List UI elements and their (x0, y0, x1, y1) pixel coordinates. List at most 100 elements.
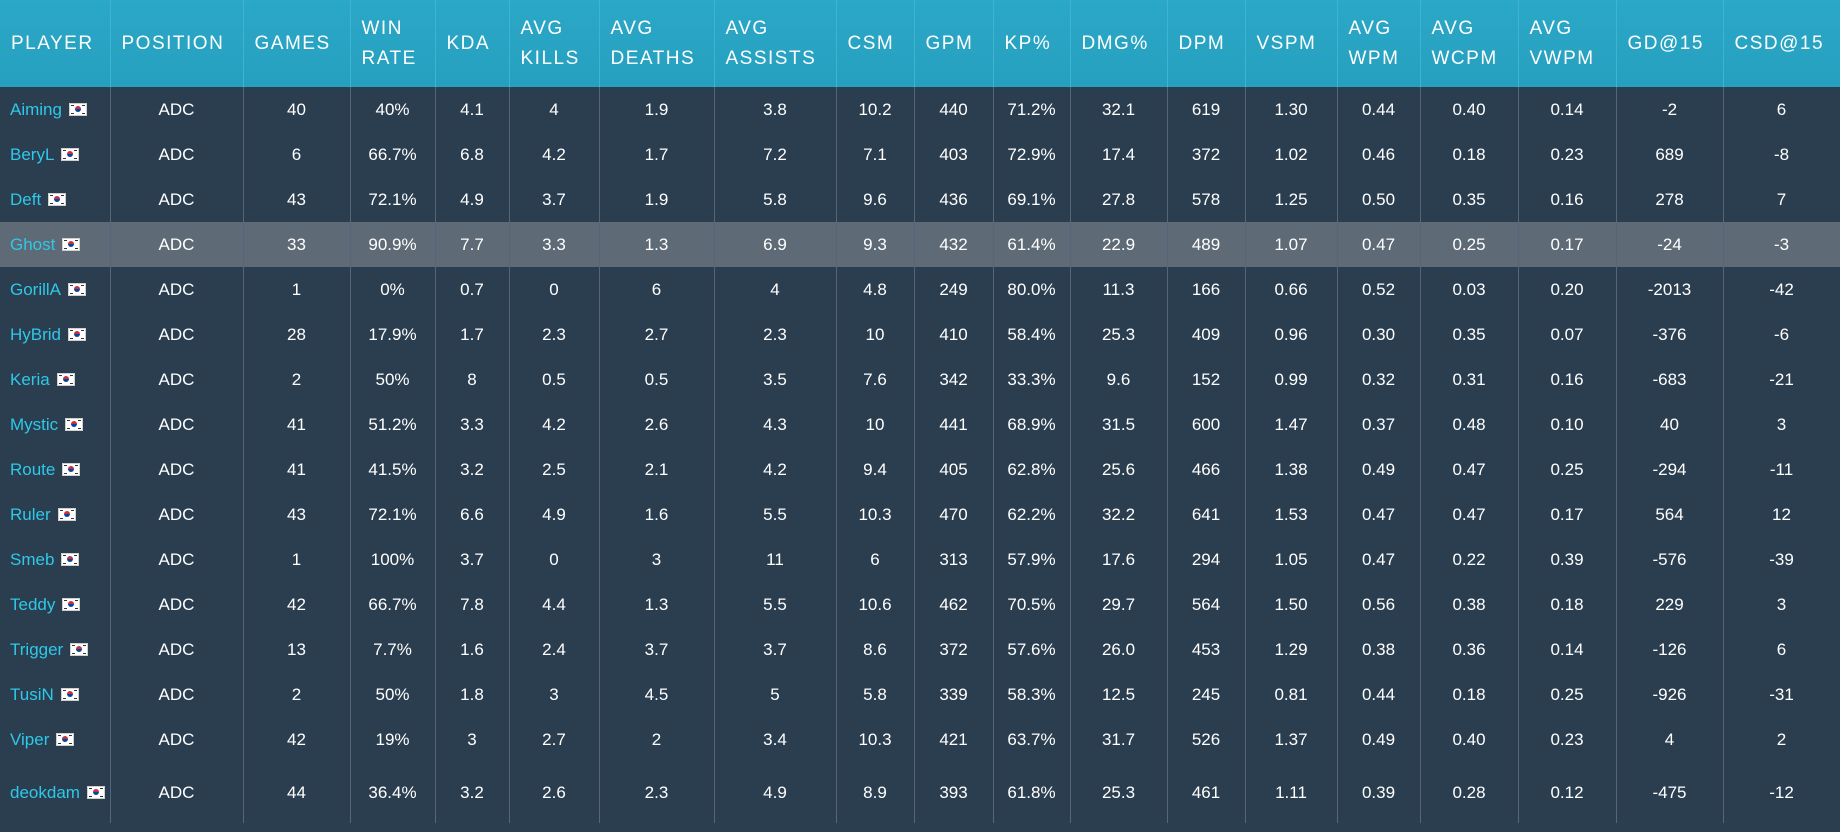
cell-gd15: -376 (1616, 312, 1724, 357)
cell-avg-assists: 5.8 (714, 177, 837, 222)
player-link[interactable]: Aiming (10, 99, 62, 119)
cell-avg-deaths: 1.3 (599, 222, 715, 267)
column-header-kda[interactable]: KDA (435, 0, 510, 87)
column-header-games[interactable]: GAMES (243, 0, 351, 87)
column-header-csm[interactable]: CSM (836, 0, 915, 87)
cell-kda: 6.8 (435, 132, 510, 177)
player-link[interactable]: Trigger (10, 639, 64, 659)
column-header-dpm[interactable]: DPM (1167, 0, 1246, 87)
cell-avg-assists: 5.5 (714, 582, 837, 627)
cell-kp: 69.1% (993, 177, 1071, 222)
column-header-avg-vwpm[interactable]: AVG VWPM (1518, 0, 1617, 87)
player-cell: Smeb (0, 537, 111, 582)
table-row: Deft ADC 43 72.1% 4.9 3.7 1.9 5.8 9.6 436 69.1% 27.… (0, 177, 1840, 222)
cell-dpm: 409 (1167, 312, 1246, 357)
column-header-avg-wcpm[interactable]: AVG WCPM (1420, 0, 1519, 87)
cell-avg-assists: 11 (714, 537, 837, 582)
cell-csd15: -3 (1723, 222, 1840, 267)
cell-games: 42 (243, 582, 351, 627)
cell-csm: 10 (836, 402, 915, 447)
player-link[interactable]: GorillA (10, 279, 62, 299)
cell-avg-deaths: 1.9 (599, 177, 715, 222)
table-body: Aiming ADC 40 40% 4.1 4 1.9 3.8 10.2 440 71.2% 32.1… (0, 87, 1840, 823)
cell-avg-assists: 3.4 (714, 717, 837, 762)
player-link[interactable]: Deft (10, 189, 42, 209)
cell-vspm: 1.38 (1245, 447, 1338, 492)
cell-avg-wpm: 0.30 (1337, 312, 1421, 357)
player-link[interactable]: HyBrid (10, 324, 62, 344)
cell-dpm: 526 (1167, 717, 1246, 762)
cell-dmg: 31.7 (1070, 717, 1168, 762)
column-header-gd15[interactable]: GD@15 (1616, 0, 1724, 87)
player-link[interactable]: Teddy (10, 594, 56, 614)
player-link[interactable]: Ghost (10, 234, 56, 254)
cell-gpm: 372 (914, 627, 994, 672)
south-korea-flag-icon (62, 462, 81, 476)
cell-kp: 71.2% (993, 87, 1071, 132)
column-header-avg-assists[interactable]: AVG ASSISTS (714, 0, 837, 87)
cell-avg-assists: 4 (714, 267, 837, 312)
cell-position: ADC (110, 357, 244, 402)
cell-avg-wcpm: 0.35 (1420, 312, 1519, 357)
player-cell: Ghost (0, 222, 111, 267)
table-row: Ghost ADC 33 90.9% 7.7 3.3 1.3 6.9 9.3 432 61.4% 22… (0, 222, 1840, 267)
cell-win-rate: 72.1% (350, 177, 436, 222)
cell-vspm: 0.81 (1245, 672, 1338, 717)
cell-csd15: -42 (1723, 267, 1840, 312)
cell-csd15: -39 (1723, 537, 1840, 582)
cell-kda: 8 (435, 357, 510, 402)
column-header-avg-deaths[interactable]: AVG DEATHS (599, 0, 715, 87)
column-header-dmg[interactable]: DMG% (1070, 0, 1168, 87)
player-link[interactable]: Mystic (10, 414, 59, 434)
cell-avg-wpm: 0.39 (1337, 762, 1421, 823)
player-link[interactable]: Viper (10, 729, 50, 749)
cell-kda: 7.7 (435, 222, 510, 267)
column-header-vspm[interactable]: VSPM (1245, 0, 1338, 87)
cell-csm: 6 (836, 537, 915, 582)
column-header-gpm[interactable]: GPM (914, 0, 994, 87)
cell-avg-vwpm: 0.23 (1518, 132, 1617, 177)
cell-kda: 3.2 (435, 762, 510, 823)
column-header-csd15[interactable]: CSD@15 (1723, 0, 1840, 87)
cell-kp: 33.3% (993, 357, 1071, 402)
column-header-kp[interactable]: KP% (993, 0, 1071, 87)
cell-vspm: 1.47 (1245, 402, 1338, 447)
cell-csm: 9.6 (836, 177, 915, 222)
cell-kp: 62.8% (993, 447, 1071, 492)
column-header-player[interactable]: PLAYER (0, 0, 111, 87)
cell-gpm: 441 (914, 402, 994, 447)
column-header-avg-wpm[interactable]: AVG WPM (1337, 0, 1421, 87)
player-link[interactable]: Ruler (10, 504, 51, 524)
table-row: Teddy ADC 42 66.7% 7.8 4.4 1.3 5.5 10.6 462 70.5% 2… (0, 582, 1840, 627)
player-link[interactable]: BeryL (10, 144, 55, 164)
cell-games: 33 (243, 222, 351, 267)
cell-vspm: 0.96 (1245, 312, 1338, 357)
cell-csd15: -31 (1723, 672, 1840, 717)
cell-vspm: 1.30 (1245, 87, 1338, 132)
cell-avg-wpm: 0.38 (1337, 627, 1421, 672)
cell-csd15: 2 (1723, 717, 1840, 762)
cell-avg-wpm: 0.49 (1337, 717, 1421, 762)
cell-kda: 3.3 (435, 402, 510, 447)
cell-gd15: -683 (1616, 357, 1724, 402)
cell-csm: 10.3 (836, 717, 915, 762)
player-link[interactable]: Route (10, 459, 56, 479)
column-header-position[interactable]: POSITION (110, 0, 244, 87)
cell-avg-assists: 2.3 (714, 312, 837, 357)
player-link[interactable]: TusiN (10, 684, 54, 704)
cell-dmg: 12.5 (1070, 672, 1168, 717)
cell-position: ADC (110, 402, 244, 447)
cell-vspm: 1.11 (1245, 762, 1338, 823)
cell-avg-deaths: 3 (599, 537, 715, 582)
cell-avg-assists: 6.9 (714, 222, 837, 267)
column-header-avg-kills[interactable]: AVG KILLS (509, 0, 600, 87)
player-link[interactable]: Keria (10, 369, 50, 389)
player-link[interactable]: Smeb (10, 549, 55, 569)
cell-avg-deaths: 2.6 (599, 402, 715, 447)
cell-position: ADC (110, 312, 244, 357)
cell-avg-kills: 4.2 (509, 132, 600, 177)
cell-kp: 68.9% (993, 402, 1071, 447)
cell-avg-vwpm: 0.16 (1518, 177, 1617, 222)
column-header-win-rate[interactable]: WIN RATE (350, 0, 436, 87)
player-link[interactable]: deokdam (10, 782, 80, 802)
